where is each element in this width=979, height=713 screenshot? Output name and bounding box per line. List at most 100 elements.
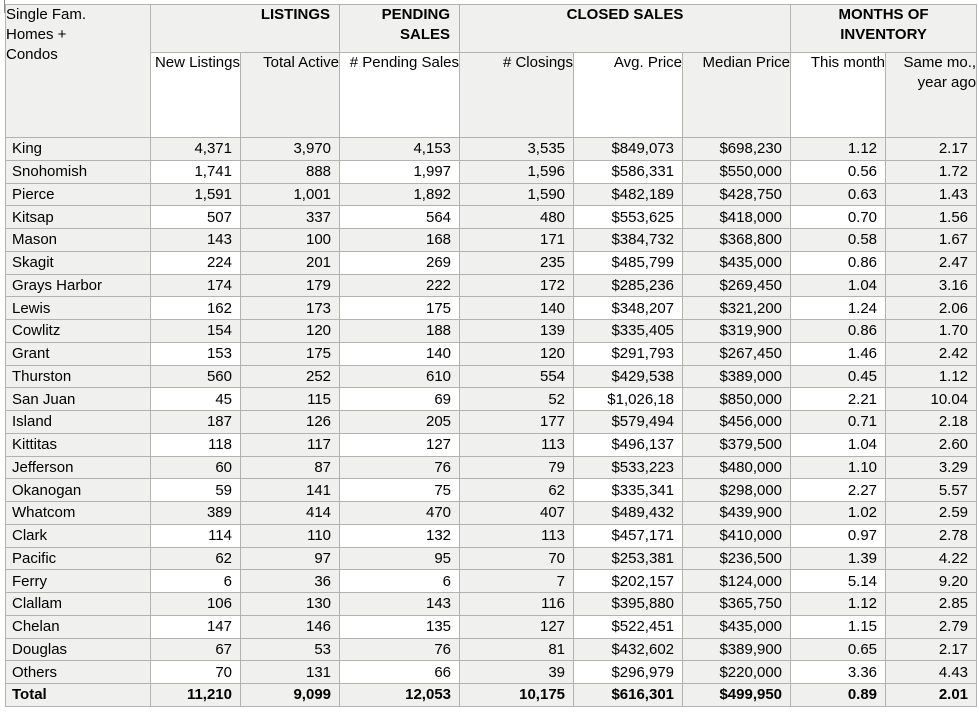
value-cell: 70 [459,546,575,571]
value-cell: 130 [239,592,341,616]
value-cell: 39 [459,660,575,684]
value-cell: 1.56 [885,205,978,229]
group-header-row: Single Fam. Homes + Condos LISTINGS PEND… [5,4,978,138]
county-cell: Total [5,683,151,707]
value-cell: 2.85 [885,592,978,616]
value-cell: $291,793 [573,341,684,366]
value-cell: $368,800 [682,228,792,252]
value-cell: $1,026,18 [573,387,684,411]
value-cell: 135 [339,614,461,639]
value-cell: 116 [459,592,575,616]
value-cell: 115 [239,387,341,411]
county-cell: Grays Harbor [5,273,151,298]
value-cell: $499,950 [682,683,792,707]
value-cell: 126 [239,410,341,434]
value-cell: 2.60 [885,432,978,457]
value-cell: 162 [150,296,241,320]
county-cell: Whatcom [5,501,151,525]
county-cell: Okanogan [5,478,151,502]
value-cell: $124,000 [682,569,792,593]
value-cell: 5.57 [885,478,978,502]
value-cell: $435,000 [682,614,792,639]
county-cell: Thurston [5,364,151,389]
value-cell: 1.12 [790,592,887,616]
value-cell: 2.21 [790,387,887,411]
table-row: Douglas 67 53 76 81 $432,602 $389,900 0.65 2.17 [5,637,978,662]
value-cell: 337 [239,205,341,229]
value-cell: 269 [339,250,461,275]
value-cell: 53 [239,637,341,662]
value-cell: 888 [239,159,341,184]
value-cell: 1.12 [790,137,887,161]
value-cell: 131 [239,660,341,684]
value-cell: 6 [150,569,241,593]
value-cell: 69 [339,387,461,411]
table-row: Grays Harbor 174 179 222 172 $285,236 $269,450… [5,273,978,298]
county-cell: Island [5,410,151,434]
column-header-median-price: Median Price [682,52,792,138]
value-cell: 2.01 [885,683,978,707]
value-cell: 389 [150,501,241,525]
inventory-table: Single Fam. Homes + Condos LISTINGS PEND… [5,4,978,707]
value-cell: 2.17 [885,137,978,161]
table-header: Single Fam. Homes + Condos LISTINGS PEND… [5,4,978,138]
crop-artifact-line [4,0,5,13]
value-cell: 1.70 [885,319,978,343]
value-cell: $335,405 [573,319,684,343]
value-cell: 12,053 [339,683,461,707]
value-cell: 3.36 [790,660,887,684]
value-cell: $496,137 [573,432,684,457]
value-cell: 1.04 [790,432,887,457]
table-title-cell: Single Fam. Homes + Condos [5,4,151,138]
value-cell: 1,590 [459,182,575,207]
value-cell: 3,970 [239,137,341,161]
value-cell: 70 [150,660,241,684]
value-cell: 120 [239,319,341,343]
value-cell: $236,500 [682,546,792,571]
county-cell: Lewis [5,296,151,320]
value-cell: 1.43 [885,182,978,207]
value-cell: $456,000 [682,410,792,434]
table-row: Chelan 147 146 135 127 $522,451 $435,000 1.15 2.… [5,614,978,639]
value-cell: $457,171 [573,523,684,548]
value-cell: 0.63 [790,182,887,207]
value-cell: 1.67 [885,228,978,252]
value-cell: 143 [339,592,461,616]
value-cell: 140 [459,296,575,320]
table-row: Thurston 560 252 610 554 $429,538 $389,000 0.45… [5,364,978,389]
value-cell: $428,750 [682,182,792,207]
value-cell: 62 [150,546,241,571]
value-cell: 10.04 [885,387,978,411]
table-row: Grant 153 175 140 120 $291,793 $267,450 1.46 2.4… [5,341,978,366]
value-cell: $429,538 [573,364,684,389]
column-header-avg-price: Avg. Price [573,52,684,138]
value-cell: 171 [459,228,575,252]
value-cell: 0.89 [790,683,887,707]
value-cell: 6 [339,569,461,593]
county-cell: San Juan [5,387,151,411]
table-row: Okanogan 59 141 75 62 $335,341 $298,000 2.27 5.5… [5,478,978,502]
value-cell: 3.29 [885,455,978,480]
value-cell: 1.24 [790,296,887,320]
value-cell: $439,900 [682,501,792,525]
value-cell: $220,000 [682,660,792,684]
value-cell: 127 [339,432,461,457]
value-cell: 2.78 [885,523,978,548]
value-cell: 146 [239,614,341,639]
value-cell: 76 [339,455,461,480]
value-cell: 2.18 [885,410,978,434]
value-cell: 1,892 [339,182,461,207]
value-cell: 1,741 [150,159,241,184]
county-cell: Ferry [5,569,151,593]
value-cell: 113 [459,432,575,457]
value-cell: $202,157 [573,569,684,593]
value-cell: $480,000 [682,455,792,480]
value-cell: $285,236 [573,273,684,298]
value-cell: $482,189 [573,182,684,207]
value-cell: 141 [239,478,341,502]
county-cell: Snohomish [5,159,151,184]
value-cell: $379,500 [682,432,792,457]
county-cell: Jefferson [5,455,151,480]
county-cell: Skagit [5,250,151,275]
table-row: Mason 143 100 168 171 $384,732 $368,800 0.58 1.6… [5,228,978,252]
